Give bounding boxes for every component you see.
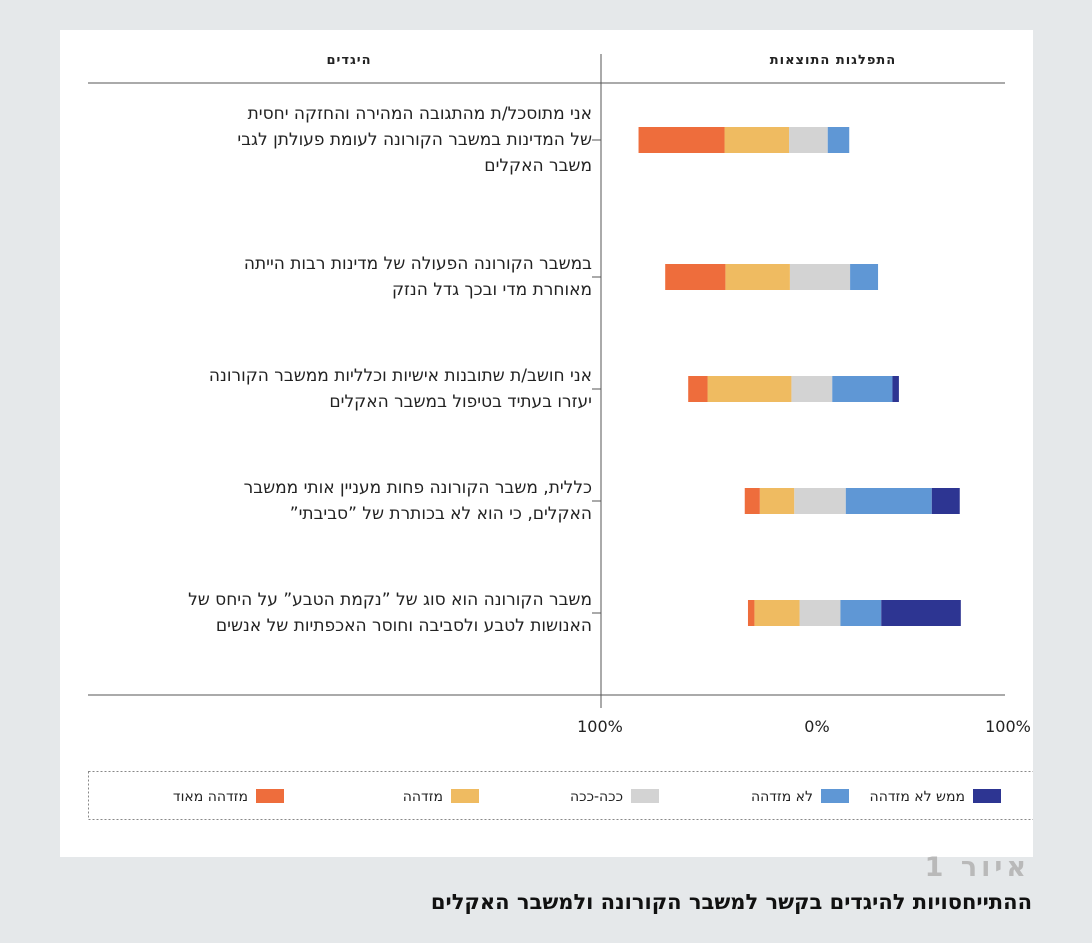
- figure-number: איור 1: [924, 852, 1030, 883]
- bar-segment-neutral: [820, 127, 828, 153]
- statement-line: משבר האקלים: [484, 156, 592, 176]
- legend-label: לא מזדהה: [751, 789, 813, 805]
- bar-segment-strongly-disagree: [881, 600, 961, 626]
- bar-segment-neutral: [791, 376, 820, 402]
- legend-label: ככה-ככה: [570, 789, 623, 805]
- bar-segment-disagree: [832, 376, 893, 402]
- statement-line: יעזרו בעתיד בטיפול במשבר האקלים: [329, 392, 592, 412]
- bar-segment-disagree: [845, 488, 932, 514]
- bar-segment-agree: [759, 488, 795, 514]
- legend-box: [88, 771, 1033, 820]
- bar-segment-agree: [754, 600, 800, 626]
- bar-segment-neutral: [794, 488, 820, 514]
- statement-line: של המדינות במשבר הקורונה לעומת פעולתן לג…: [237, 130, 592, 150]
- legend-swatch: [821, 789, 849, 803]
- bar-segment-agree: [707, 376, 792, 402]
- legend-swatch: [451, 789, 479, 803]
- x-tick-label: 100%: [985, 717, 1031, 736]
- bar-segment-neutral: [820, 376, 833, 402]
- chart-svg: התפלגות התוצאות היגדים אני מתוסכל/ת מהתג…: [88, 53, 1033, 820]
- legend-label: מזדהה מאוד: [173, 789, 248, 805]
- bar-segment-strongly-agree: [688, 376, 708, 402]
- statement-line: משבר הקורונה הוא סוג של ”נקמת הטבע” על ה…: [188, 590, 592, 610]
- statement-line: כללית, משבר הקורונה פחות מעניין אותי ממש…: [244, 478, 592, 498]
- bar-segment-strongly-disagree: [931, 488, 960, 514]
- bar-segment-disagree: [850, 264, 879, 290]
- legend-swatch: [973, 789, 1001, 803]
- bar-segment-agree: [725, 264, 790, 290]
- bar-segment-strongly-agree: [638, 127, 725, 153]
- bar-segment-strongly-disagree: [892, 376, 899, 402]
- statement-line: האקלים, כי הוא לא בכותרת של ”סביבתי”: [290, 504, 592, 524]
- statement-line: במשבר הקורונה הפעולה של מדינות רבות היית…: [244, 254, 592, 274]
- legend-label: מזדהה: [403, 789, 443, 805]
- statement-line: אני מתוסכל/ת מהתגובה המהירה והחזקה יחסית: [248, 104, 592, 124]
- bar-segment-strongly-agree: [665, 264, 726, 290]
- bar-segment-neutral: [789, 264, 820, 290]
- legend-swatch: [256, 789, 284, 803]
- bar-segment-neutral: [789, 127, 820, 153]
- legend-swatch: [631, 789, 659, 803]
- chart-panel: התפלגות התוצאות היגדים אני מתוסכל/ת מהתג…: [60, 30, 1033, 857]
- bar-segment-neutral: [799, 600, 820, 626]
- bar-segment-disagree: [827, 127, 850, 153]
- header-distribution: התפלגות התוצאות: [770, 53, 896, 68]
- bar-segment-neutral: [820, 600, 841, 626]
- bar-segment-strongly-agree: [744, 488, 760, 514]
- bar-segment-disagree: [840, 600, 882, 626]
- header-statements: היגדים: [326, 53, 371, 68]
- figure-title: ההתייחסויות להיגדים בקשר למשבר הקורונה ו…: [430, 890, 1032, 914]
- legend-label: ממש לא מזדהה: [870, 789, 965, 805]
- statement-line: האנושות לטבע ולסביבה וחוסר האכפתיות של א…: [216, 616, 592, 636]
- bar-segment-strongly-agree: [747, 600, 755, 626]
- statement-line: מאוחרת מדי ובכך גדל הנזק: [392, 280, 592, 300]
- x-tick-label: 0%: [804, 717, 829, 736]
- statement-line: אני חושב/ת שתובנות אישיות וכלליות ממשבר …: [209, 366, 592, 386]
- bar-segment-neutral: [820, 264, 851, 290]
- bar-segment-neutral: [820, 488, 846, 514]
- bar-segment-agree: [724, 127, 790, 153]
- x-tick-label: 100%: [577, 717, 623, 736]
